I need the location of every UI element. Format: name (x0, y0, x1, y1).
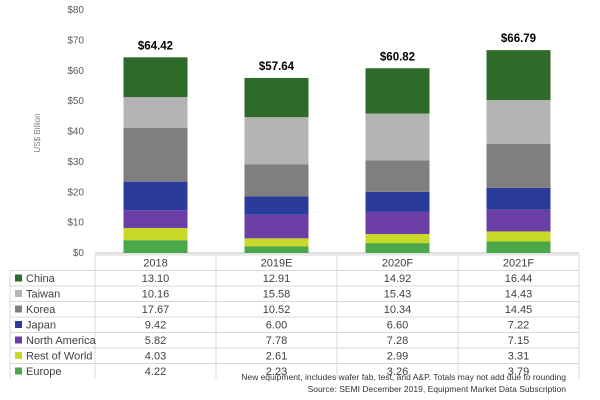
table-value-cell: 6.00 (266, 320, 287, 332)
bar-segment (486, 241, 551, 253)
x-tick-label: 2021F (503, 258, 534, 270)
bar-total-label: $60.82 (380, 51, 415, 63)
bar-total-label: $57.64 (259, 61, 295, 73)
table-value-cell: 10.34 (384, 304, 412, 316)
bar-segment (486, 187, 551, 210)
y-tick-label: $80 (67, 5, 84, 16)
table-value-cell: 14.43 (505, 289, 533, 301)
bar-segment (486, 231, 551, 242)
legend-swatch (15, 305, 22, 313)
y-tick-label: $20 (67, 187, 84, 198)
table-value-cell: 17.67 (142, 304, 170, 316)
table-value-cell: 7.28 (387, 335, 408, 347)
footnote-line-2: Source: SEMI December 2019, Equipment Ma… (308, 384, 567, 394)
table-value-cell: 7.22 (508, 320, 529, 332)
table-value-cell: 7.15 (508, 335, 529, 347)
footnote-line-1: New equipment, includes wafer fab, test,… (241, 372, 566, 382)
bar-segment (244, 164, 309, 197)
bar-segment (486, 209, 551, 232)
table-value-cell: 3.26 (387, 366, 408, 378)
legend-label: Rest of World (26, 351, 92, 363)
y-tick-label: $70 (67, 35, 84, 46)
bar-total-label: $66.79 (501, 33, 536, 45)
table-value-cell: 10.52 (263, 304, 291, 316)
table-value-cell: 14.92 (384, 273, 412, 285)
bar-segment (365, 160, 430, 192)
x-tick-label: 2018 (143, 258, 167, 270)
legend-label: Europe (26, 366, 61, 378)
table-value-cell: 2.23 (266, 366, 287, 378)
table-value-cell: 14.45 (505, 304, 533, 316)
table-value-cell: 7.78 (266, 335, 287, 347)
bar-segment (244, 117, 309, 165)
table-value-cell: 16.44 (505, 273, 533, 285)
legend-label: Korea (26, 304, 56, 316)
table-value-cell: 9.42 (145, 320, 166, 332)
legend-swatch (15, 367, 22, 375)
y-tick-label: $30 (67, 157, 84, 168)
legend-label: Japan (26, 320, 56, 332)
y-tick-label: $50 (67, 96, 84, 107)
y-tick-label: $60 (67, 66, 84, 77)
legend-swatch (15, 336, 22, 344)
bar-segment (244, 214, 309, 239)
bars-group (123, 50, 551, 253)
legend-label: China (26, 273, 56, 285)
table-value-cell: 5.82 (145, 335, 166, 347)
table-value-cell: 15.43 (384, 289, 412, 301)
table-value-cell: 12.91 (263, 273, 291, 285)
bar-segment (123, 57, 188, 98)
bar-segment (123, 127, 188, 182)
legend-swatch (15, 274, 22, 282)
table-value-cell: 2.61 (266, 351, 287, 363)
bar-segment (123, 210, 188, 228)
bar-segment (365, 211, 430, 235)
bar-segment (123, 227, 188, 241)
bar-segment (244, 196, 309, 215)
bar-segment (365, 234, 430, 244)
y-tick-label: $10 (67, 218, 84, 229)
y-axis-label: US$ Billion (33, 113, 42, 152)
bar-segment (123, 181, 188, 211)
legend-swatch (15, 321, 22, 328)
bar-segment (365, 113, 430, 161)
total-labels-group: $64.42 $57.64 $60.82 $66.79 (138, 33, 536, 73)
table-value-cell: 4.22 (145, 366, 166, 378)
bar-total-label: $64.42 (138, 40, 173, 52)
legend-label: Taiwan (26, 289, 60, 301)
bar-segment (365, 68, 430, 114)
y-tick-label: $0 (73, 248, 85, 259)
data-table: 2018 2019E 2020F 2021F China 13.10 12.91 14.92 1… (9, 254, 580, 379)
table-value-cell: 15.58 (263, 289, 291, 301)
bar-segment (123, 240, 188, 253)
x-tick-label: 2020F (382, 258, 413, 270)
bar-segment (244, 238, 309, 247)
table-value-cell: 3.79 (508, 366, 529, 378)
bar-segment (486, 143, 551, 188)
bar-segment (365, 191, 430, 212)
y-tick-label: $40 (67, 127, 84, 138)
table-value-cell: 10.16 (142, 289, 170, 301)
bar-segment (486, 100, 551, 144)
legend-swatch (15, 352, 22, 359)
legend-swatch (15, 290, 22, 297)
bar-segment (244, 77, 309, 118)
table-value-cell: 4.03 (145, 351, 166, 363)
legend-label: North America (26, 335, 97, 347)
bar-segment (486, 50, 551, 101)
bar-segment (123, 97, 188, 128)
x-tick-label: 2019E (261, 258, 293, 270)
table-value-cell: 6.60 (387, 320, 408, 332)
table-value-cell: 3.31 (508, 351, 529, 363)
table-value-cell: 13.10 (142, 273, 170, 285)
table-value-cell: 2.99 (387, 351, 408, 363)
bar-segment (244, 246, 309, 253)
bar-segment (365, 243, 430, 253)
